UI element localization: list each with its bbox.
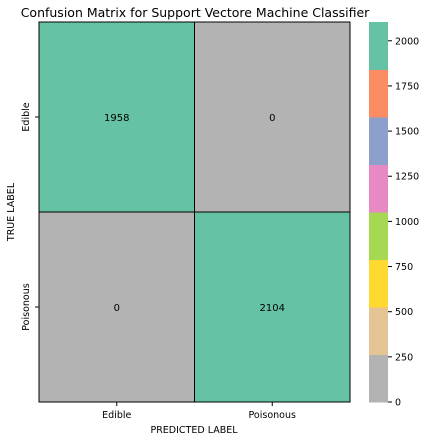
colorbar-segment <box>369 212 388 260</box>
y-axis-label: TRUE LABEL <box>6 182 17 242</box>
colorbar-segment <box>369 165 388 213</box>
y-axis-ticks: Edible Poisonous <box>21 102 39 330</box>
x-axis-label: PREDICTED LABEL <box>150 425 238 436</box>
colorbar-tick-label: 750 <box>395 262 413 273</box>
x-tick-label: Poisonous <box>249 410 296 421</box>
colorbar-segment <box>369 22 388 70</box>
colorbar-tick-label: 1750 <box>395 81 419 92</box>
x-tick-label: Edible <box>102 410 131 421</box>
colorbar-tick-label: 2000 <box>395 36 419 47</box>
colorbar-segment <box>369 70 388 118</box>
x-axis-ticks: Edible Poisonous <box>102 402 296 421</box>
colorbar-segment <box>369 355 388 403</box>
colorbar-tick-label: 1500 <box>395 127 419 138</box>
y-tick-label: Edible <box>21 102 32 131</box>
colorbar <box>369 22 388 403</box>
y-tick-label: Poisonous <box>21 283 32 330</box>
cell-value-label: 0 <box>269 113 275 124</box>
colorbar-tick-label: 250 <box>395 352 413 363</box>
colorbar-segment <box>369 307 388 355</box>
cell-value-label: 0 <box>114 303 120 314</box>
colorbar-tick-label: 500 <box>395 307 413 318</box>
cell-value-label: 1958 <box>104 113 129 124</box>
colorbar-tick-label: 1000 <box>395 217 419 228</box>
chart-title: Confusion Matrix for Support Vectore Mac… <box>21 5 370 20</box>
colorbar-tick-label: 0 <box>395 398 401 409</box>
cell-value-label: 2104 <box>260 303 285 314</box>
colorbar-segment <box>369 260 388 308</box>
colorbar-tick-label: 1250 <box>395 172 419 183</box>
colorbar-ticks: 0 250 500 750 1000 1250 1500 1750 2000 <box>388 36 419 408</box>
colorbar-segment <box>369 117 388 165</box>
heatmap-cells <box>39 22 350 402</box>
